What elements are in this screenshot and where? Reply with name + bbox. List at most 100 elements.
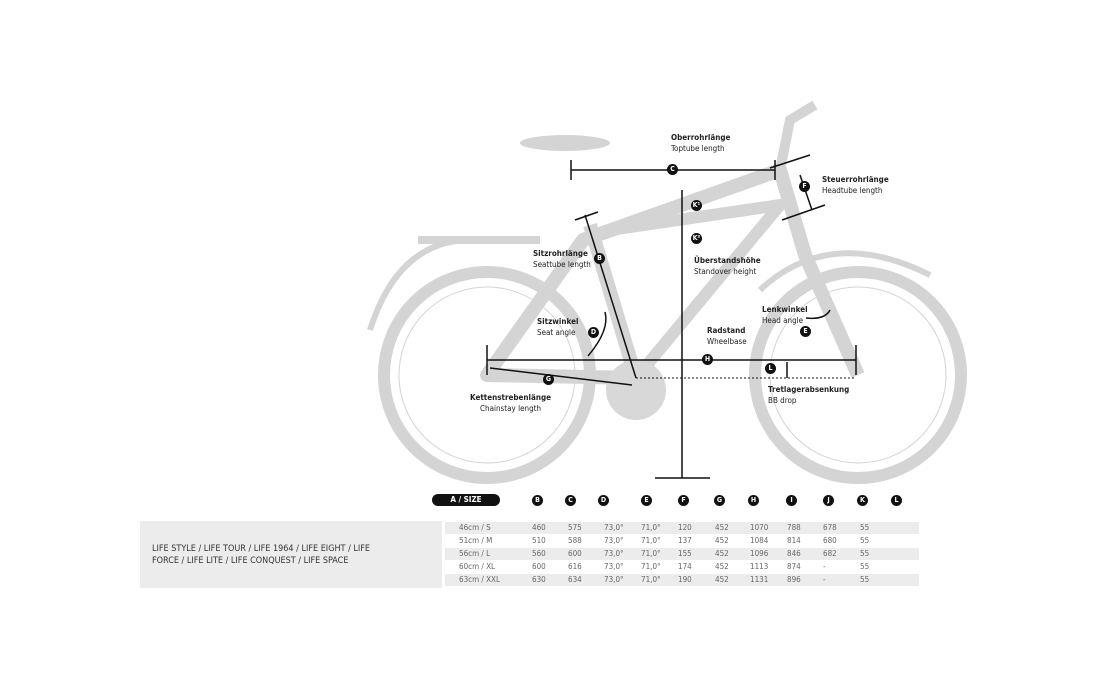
- column-header-g: G: [714, 495, 725, 506]
- marker-d: D: [588, 327, 599, 338]
- marker-g: G: [543, 374, 554, 385]
- marker-l: L: [765, 363, 776, 374]
- marker-c: C: [667, 164, 678, 175]
- table-cell: 600: [568, 549, 582, 558]
- table-cell: 46cm / S: [459, 523, 491, 532]
- column-header-i: I: [786, 495, 797, 506]
- table-cell: 600: [532, 562, 546, 571]
- table-cell: 73,0°: [604, 549, 624, 558]
- table-cell: 452: [715, 575, 729, 584]
- seatangle-en: Seat angle: [537, 328, 576, 337]
- table-cell: 155: [678, 549, 692, 558]
- table-cell: 452: [715, 536, 729, 545]
- marker-f: F: [799, 181, 810, 192]
- table-row: 51cm / M 510 588 73,0° 71,0° 137 452 1084 814 680…: [445, 535, 919, 547]
- table-cell: 71,0°: [641, 523, 661, 532]
- table-cell: 874: [787, 562, 801, 571]
- table-cell: -: [823, 562, 826, 571]
- table-cell: 1131: [750, 575, 769, 584]
- table-cell: 56cm / L: [459, 549, 491, 558]
- table-cell: 55: [860, 562, 870, 571]
- size-header: A / SIZE: [432, 494, 500, 506]
- standover-en: Standover height: [694, 267, 757, 276]
- marker-k2: K²: [691, 233, 702, 244]
- table-cell: 680: [823, 536, 837, 545]
- table-cell: 174: [678, 562, 692, 571]
- standover-label: Überstandshöhe Standover height: [694, 255, 761, 277]
- table-cell: 73,0°: [604, 536, 624, 545]
- table-row: 60cm / XL 600 616 73,0° 71,0° 174 452 1113 874 - 5…: [445, 561, 919, 573]
- headtube-de: Steuerrohrlänge: [822, 175, 889, 184]
- table-cell: 73,0°: [604, 575, 624, 584]
- column-header-d: D: [598, 495, 609, 506]
- table-cell: 560: [532, 549, 546, 558]
- table-cell: 73,0°: [604, 523, 624, 532]
- wheelbase-de: Radstand: [707, 326, 746, 335]
- headangle-en: Head angle: [762, 316, 804, 325]
- headangle-de: Lenkwinkel: [762, 305, 808, 314]
- seatangle-de: Sitzwinkel: [537, 317, 579, 326]
- table-cell: 788: [787, 523, 801, 532]
- table-cell: 814: [787, 536, 801, 545]
- column-header-k: K: [857, 495, 868, 506]
- table-cell: 71,0°: [641, 562, 661, 571]
- column-header-l: L: [891, 495, 902, 506]
- model-list: LIFE STYLE / LIFE TOUR / LIFE 1964 / LIF…: [140, 521, 442, 588]
- table-cell: 1070: [750, 523, 769, 532]
- table-cell: 682: [823, 549, 837, 558]
- chainstay-de: Kettenstrebenlänge: [470, 393, 552, 402]
- column-header-h: H: [748, 495, 759, 506]
- table-cell: 616: [568, 562, 582, 571]
- seattube-en: Seattube length: [533, 260, 591, 269]
- table-cell: 510: [532, 536, 546, 545]
- headangle-label: Lenkwinkel Head angle: [762, 304, 808, 326]
- table-cell: 1113: [750, 562, 769, 571]
- marker-b: B: [594, 253, 605, 264]
- table-cell: 460: [532, 523, 546, 532]
- table-cell: 1096: [750, 549, 769, 558]
- table-cell: 190: [678, 575, 692, 584]
- toptube-label: Oberrohrlänge Toptube length: [671, 132, 730, 154]
- table-row: 63cm / XXL 630 634 73,0° 71,0° 190 452 1131 896 -…: [445, 574, 919, 586]
- table-cell: 452: [715, 549, 729, 558]
- toptube-en: Toptube length: [671, 144, 725, 153]
- table-cell: 634: [568, 575, 582, 584]
- table-cell: 846: [787, 549, 801, 558]
- chainstay-label: Kettenstrebenlänge Chainstay length: [470, 392, 551, 414]
- wheelbase-en: Wheelbase: [707, 337, 747, 346]
- table-cell: 63cm / XXL: [459, 575, 500, 584]
- table-cell: 630: [532, 575, 546, 584]
- column-header-e: E: [641, 495, 652, 506]
- table-cell: 896: [787, 575, 801, 584]
- table-cell: 55: [860, 549, 870, 558]
- table-cell: 678: [823, 523, 837, 532]
- table-cell: 120: [678, 523, 692, 532]
- seatangle-label: Sitzwinkel Seat angle: [537, 316, 578, 338]
- bbdrop-de: Tretlagerabsenkung: [768, 385, 850, 394]
- seattube-de: Sitzrohrlänge: [533, 249, 588, 258]
- bbdrop-label: Tretlagerabsenkung BB drop: [768, 384, 849, 406]
- column-header-f: F: [678, 495, 689, 506]
- table-cell: 60cm / XL: [459, 562, 496, 571]
- toptube-de: Oberrohrlänge: [671, 133, 731, 142]
- column-header-c: C: [565, 495, 576, 506]
- table-cell: 137: [678, 536, 692, 545]
- table-cell: 51cm / M: [459, 536, 493, 545]
- wheelbase-label: Radstand Wheelbase: [707, 325, 747, 347]
- chainstay-en: Chainstay length: [479, 404, 542, 413]
- table-cell: 71,0°: [641, 549, 661, 558]
- table-cell: -: [823, 575, 826, 584]
- marker-e: E: [800, 326, 811, 337]
- table-cell: 55: [860, 523, 870, 532]
- standover-de: Überstandshöhe: [694, 256, 761, 265]
- table-cell: 71,0°: [641, 536, 661, 545]
- table-cell: 55: [860, 575, 870, 584]
- column-header-j: J: [823, 495, 834, 506]
- seattube-label: Sitzrohrlänge Seattube length: [533, 248, 591, 270]
- table-cell: 452: [715, 562, 729, 571]
- table-cell: 452: [715, 523, 729, 532]
- table-cell: 1084: [750, 536, 769, 545]
- bbdrop-en: BB drop: [768, 396, 797, 405]
- table-row: 56cm / L 560 600 73,0° 71,0° 155 452 1096 846 682…: [445, 548, 919, 560]
